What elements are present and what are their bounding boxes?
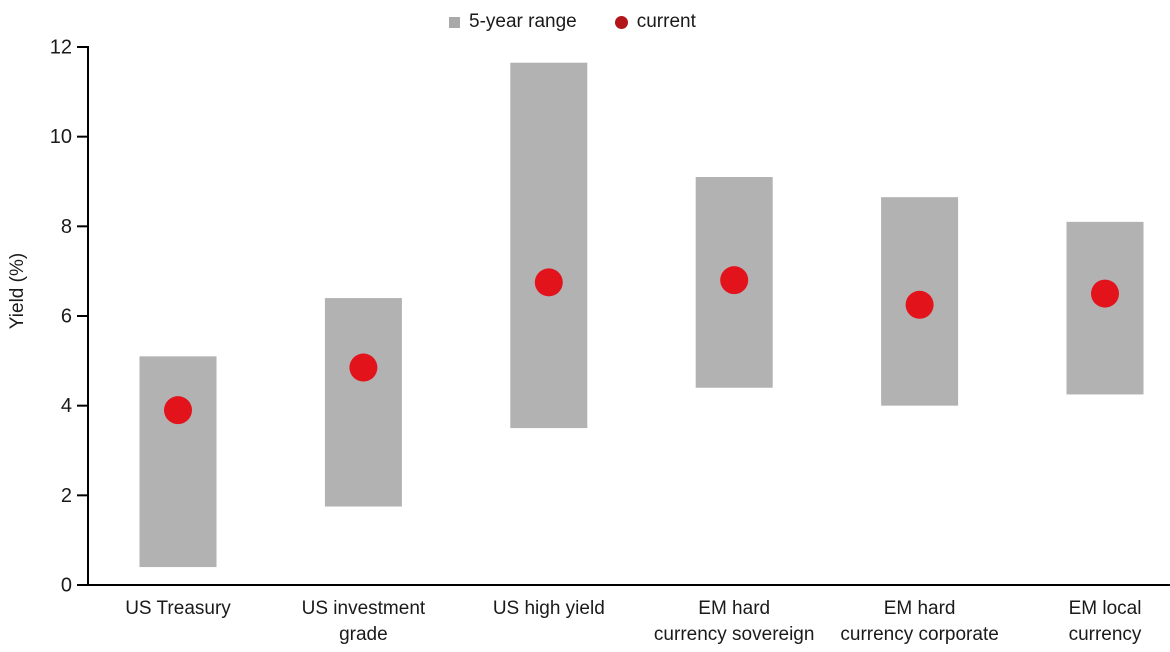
range-bar-us-investment-grade bbox=[324, 298, 402, 507]
legend-label-current: current bbox=[636, 11, 696, 32]
x-category-label-us-investment-grade-line1: US investment bbox=[302, 598, 426, 619]
x-category-label-em-hard-currency-sovereign-line2: currency sovereign bbox=[654, 624, 815, 645]
y-tick-label-8: 8 bbox=[61, 216, 72, 238]
y-tick-label-6: 6 bbox=[61, 306, 72, 328]
legend-label-range: 5-year range bbox=[469, 11, 577, 32]
x-category-label-em-hard-currency-sovereign-line1: EM hard bbox=[698, 598, 770, 619]
current-dot-us-investment-grade bbox=[349, 353, 378, 382]
y-tick-label-12: 12 bbox=[50, 37, 72, 59]
current-dot-em-hard-currency-corporate bbox=[905, 290, 934, 319]
range-swatch-icon bbox=[449, 17, 460, 28]
y-tick-label-10: 10 bbox=[50, 126, 72, 148]
x-category-label-em-hard-currency-corporate-line2: currency corporate bbox=[840, 624, 998, 645]
range-bar-em-local-currency bbox=[1066, 221, 1144, 395]
current-dot-em-local-currency bbox=[1091, 279, 1119, 308]
chart-legend: 5-year range current bbox=[449, 12, 696, 33]
current-dot-us-high-yield bbox=[534, 268, 563, 297]
x-category-label-em-hard-currency-corporate-line1: EM hard bbox=[884, 598, 956, 619]
y-tick-label-0: 0 bbox=[61, 575, 72, 597]
x-category-label-us-investment-grade-line2: grade bbox=[339, 624, 388, 645]
x-category-label-em-local-currency-line1: EM local bbox=[1069, 598, 1142, 619]
current-dot-em-hard-currency-sovereign bbox=[720, 266, 749, 295]
range-bar-us-treasury bbox=[139, 356, 217, 568]
legend-item-range: 5-year range bbox=[449, 12, 577, 33]
y-tick-label-2: 2 bbox=[61, 485, 72, 507]
x-category-label-us-high-yield-line1: US high yield bbox=[493, 598, 605, 619]
x-category-label-us-treasury-line1: US Treasury bbox=[125, 598, 231, 619]
legend-item-current: current bbox=[614, 11, 696, 33]
x-category-label-em-local-currency-line2: currency bbox=[1069, 624, 1142, 645]
range-bar-us-high-yield bbox=[510, 62, 588, 429]
current-dot-icon bbox=[614, 16, 628, 29]
y-axis-title: Yield (%) bbox=[7, 252, 28, 330]
y-tick-label-4: 4 bbox=[61, 395, 72, 417]
current-dot-us-treasury bbox=[164, 396, 192, 425]
